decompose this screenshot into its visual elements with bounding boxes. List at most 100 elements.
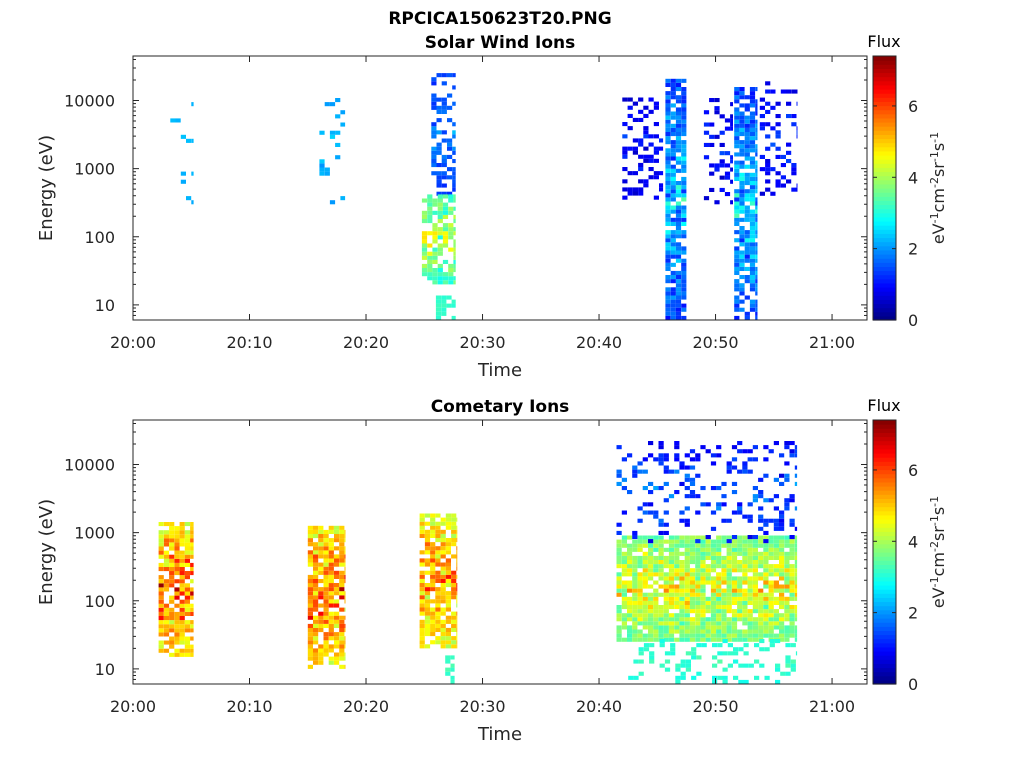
spectrogram-cell (721, 555, 727, 560)
spectrogram-cell (763, 551, 769, 556)
spectrogram-cell (453, 247, 456, 252)
spectrogram-cell (637, 469, 643, 474)
spectrogram-cell (616, 473, 622, 478)
spectrogram-cell (768, 617, 774, 622)
spectrogram-cell (742, 600, 748, 605)
spectrogram-cell (744, 250, 750, 255)
spectrogram-cell (742, 555, 748, 560)
colorbar-segment (873, 278, 896, 284)
spectrogram-cell (328, 615, 334, 620)
spectrogram-cell (421, 219, 428, 224)
spectrogram-cell (653, 543, 659, 548)
spectrogram-cell (679, 551, 685, 556)
spectrogram-cell (328, 566, 334, 571)
spectrogram-cell (689, 481, 696, 486)
spectrogram-cell (437, 210, 443, 215)
spectrogram-cell (339, 546, 345, 551)
spectrogram-cell (743, 679, 749, 684)
spectrogram-cell (648, 629, 654, 634)
spectrogram-cell (329, 200, 336, 205)
spectrogram-cell (632, 613, 638, 618)
spectrogram-cell (796, 183, 798, 188)
spectrogram-cell (158, 599, 164, 604)
spectrogram-cell (328, 587, 334, 592)
spectrogram-cell (323, 591, 329, 596)
spectrogram-cell (307, 574, 313, 579)
spectrogram-cell (681, 230, 687, 235)
spectrogram-cell (435, 525, 441, 530)
spectrogram-cell (734, 144, 740, 149)
spectrogram-cell (442, 280, 449, 285)
spectrogram-cell (700, 486, 706, 491)
spectrogram-cell (665, 152, 671, 157)
colorbar-segment (873, 200, 896, 206)
spectrogram-cell (339, 562, 345, 567)
spectrogram-cell (622, 146, 628, 151)
spectrogram-cell (755, 270, 758, 275)
spectrogram-cell (739, 152, 745, 157)
spectrogram-cell (784, 584, 790, 589)
spectrogram-cell (318, 623, 324, 628)
y-tick-label: 100 (84, 228, 115, 247)
spectrogram-cell (670, 140, 676, 145)
spectrogram-cell (158, 530, 164, 535)
spectrogram-cell (421, 251, 428, 256)
spectrogram-cell (749, 95, 756, 100)
spectrogram-cell (695, 560, 701, 565)
spectrogram-cell (670, 287, 676, 292)
spectrogram-cell (739, 181, 745, 186)
spectrogram-cell (190, 567, 194, 572)
spectrogram-cell (768, 498, 774, 503)
spectrogram-cell (779, 584, 785, 589)
spectrogram-cell (739, 209, 745, 214)
spectrogram-cell (653, 510, 659, 515)
spectrogram-cell (734, 201, 740, 206)
spectrogram-cell (710, 453, 717, 458)
spectrogram-cell (681, 185, 687, 190)
spectrogram-cell (313, 574, 319, 579)
spectrogram-cell (430, 554, 436, 559)
colorbar-segment (873, 159, 896, 164)
spectrogram-cell (663, 617, 669, 622)
spectrogram-cell (674, 441, 680, 446)
spectrogram-cell (717, 675, 723, 680)
spectrogram-cell (668, 596, 675, 601)
spectrogram-cell (174, 648, 180, 653)
spectrogram-cell (689, 584, 696, 589)
spectrogram-cell (749, 250, 756, 255)
spectrogram-cell (758, 490, 764, 495)
spectrogram-cell (447, 191, 453, 196)
spectrogram-cell (755, 291, 758, 296)
spectrogram-cell (441, 101, 447, 106)
spectrogram-cell (794, 625, 798, 630)
spectrogram-cell (674, 576, 680, 581)
spectrogram-cell (747, 609, 753, 614)
spectrogram-cell (448, 206, 454, 211)
spectrogram-cell (642, 560, 648, 565)
spectrogram-cell (169, 620, 175, 625)
colorbar-segment (873, 675, 896, 681)
spectrogram-cell (719, 163, 725, 168)
spectrogram-cell (796, 130, 798, 135)
spectrogram-cell (739, 103, 745, 108)
spectrogram-cell (648, 572, 654, 577)
spectrogram-cell (448, 247, 454, 252)
spectrogram-cell (670, 299, 676, 304)
spectrogram-cell (445, 607, 451, 612)
spectrogram-cell (616, 592, 622, 597)
spectrogram-cell (307, 628, 313, 633)
spectrogram-cell (710, 555, 717, 560)
spectrogram-cell (616, 564, 622, 569)
spectrogram-cell (674, 617, 680, 622)
colorbar-segment (873, 237, 896, 243)
spectrogram-cell (642, 633, 648, 638)
spectrogram-cell (689, 551, 696, 556)
spectrogram-cell (328, 656, 334, 661)
spectrogram-cell (744, 213, 750, 218)
spectrogram-cell (339, 636, 345, 641)
spectrogram-cell (179, 636, 185, 641)
spectrogram-cell (680, 675, 686, 680)
spectrogram-cell (318, 542, 324, 547)
spectrogram-cell (684, 600, 690, 605)
spectrogram-cell (638, 117, 644, 122)
